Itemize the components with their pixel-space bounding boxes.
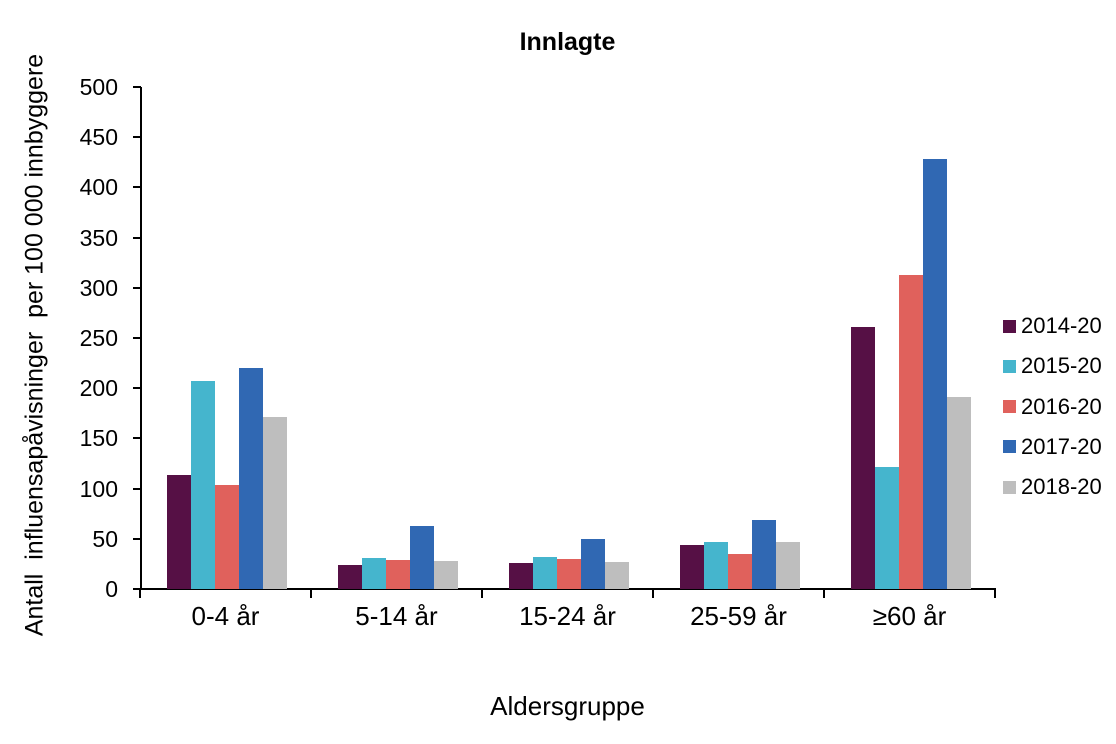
bar-2016-20-0-4 år (215, 484, 239, 589)
legend-label: 2018-20 (1021, 474, 1102, 500)
y-tick-mark (133, 286, 141, 289)
x-tick-mark (994, 589, 996, 598)
y-tick-label: 350 (79, 224, 118, 251)
x-axis-line (140, 588, 996, 590)
y-tick-label: 200 (79, 375, 118, 402)
bar-2014-20-≥60 år (851, 326, 876, 589)
y-tick-mark (133, 136, 141, 139)
bar-2014-20-5-14 år (338, 564, 363, 589)
legend-item: 2016-20 (1003, 387, 1102, 427)
y-tick-mark (133, 437, 141, 440)
x-category-label: 5-14 år (355, 601, 438, 631)
bar-2014-20-15-24 år (509, 562, 534, 589)
x-tick-mark (481, 589, 483, 598)
bar-2017-20-25-59 år (752, 519, 776, 589)
bar-2017-20-≥60 år (923, 159, 947, 589)
legend: 2014-20 2015-20 2016-20 2017-20 2018-20 (1003, 306, 1116, 508)
y-tick-mark (133, 537, 141, 540)
y-tick-label: 400 (79, 174, 118, 201)
y-tick-label: 50 (92, 525, 118, 552)
bar-2015-20-25-59 år (704, 541, 729, 589)
y-tick-mark (133, 387, 141, 390)
x-tick-mark (823, 589, 825, 598)
legend-label: 2015-20 (1021, 353, 1102, 379)
bar-2018-20-25-59 år (775, 541, 800, 589)
bar-2015-20-5-14 år (362, 557, 387, 589)
legend-item: 2014-20 (1003, 306, 1102, 346)
y-tick-mark (133, 588, 141, 590)
bar-2017-20-0-4 år (239, 368, 263, 589)
legend-label: 2016-20 (1021, 393, 1102, 419)
y-tick-mark (133, 236, 141, 239)
legend-item: 2015-20 (1003, 346, 1102, 386)
legend-swatch (1003, 480, 1016, 494)
legend-item: 2018-20 (1003, 467, 1102, 507)
y-tick-label: 250 (79, 325, 118, 351)
bar-2018-20-5-14 år (433, 560, 458, 589)
y-tick-mark (133, 337, 141, 339)
bar-2017-20-5-14 år (410, 525, 434, 589)
x-tick-mark (652, 589, 654, 598)
x-axis-title: Aldersgruppe (490, 691, 645, 721)
x-tick-mark (139, 589, 141, 598)
y-tick-label: 500 (79, 74, 118, 100)
x-category-label: ≥60 år (872, 601, 947, 631)
bar-2018-20-15-24 år (604, 561, 629, 589)
bar-2014-20-25-59 år (680, 544, 705, 589)
legend-item: 2017-20 (1003, 427, 1102, 467)
chart-title: Innlagte (519, 28, 616, 56)
y-tick-mark (133, 487, 141, 490)
legend-swatch (1003, 319, 1016, 333)
y-tick-mark (133, 186, 141, 189)
y-tick-label: 100 (79, 475, 118, 502)
x-category-label: 15-24 år (519, 601, 616, 631)
legend-swatch (1003, 359, 1016, 373)
bar-2016-20-≥60 år (899, 274, 923, 589)
y-tick-mark (133, 86, 141, 88)
legend-label: 2014-20 (1021, 313, 1102, 338)
y-tick-label: 0 (105, 576, 118, 602)
x-category-label: 0-4 år (191, 601, 260, 631)
y-axis-line (140, 87, 142, 590)
bar-2016-20-25-59 år (728, 553, 752, 589)
x-tick-mark (310, 589, 312, 598)
bar-2015-20-0-4 år (191, 381, 216, 589)
bar-2016-20-5-14 år (386, 559, 410, 589)
y-tick-label: 450 (79, 124, 118, 151)
y-tick-label: 300 (79, 274, 118, 301)
bar-2014-20-0-4 år (167, 474, 192, 589)
legend-swatch (1003, 400, 1016, 414)
x-category-label: 25-59 år (690, 601, 787, 631)
y-tick-label: 150 (79, 425, 118, 452)
bar-2018-20-≥60 år (946, 397, 971, 589)
bar-2018-20-0-4 år (262, 417, 287, 589)
bar-2017-20-15-24 år (581, 538, 605, 589)
legend-label: 2017-20 (1021, 433, 1102, 459)
bar-2015-20-15-24 år (533, 556, 558, 589)
bar-2016-20-15-24 år (557, 558, 581, 589)
bar-2015-20-≥60 år (875, 466, 900, 589)
legend-swatch (1003, 440, 1016, 454)
